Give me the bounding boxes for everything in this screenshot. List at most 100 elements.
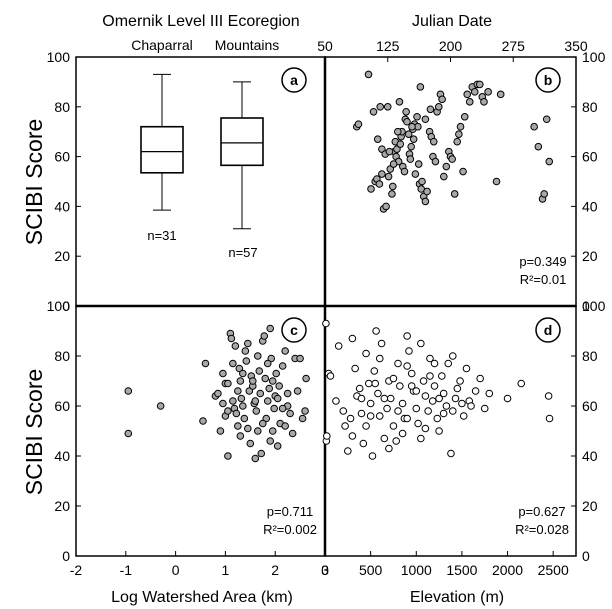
point-c [234, 387, 242, 395]
point-d [451, 394, 460, 403]
y-tick-label-b: 100 [582, 49, 606, 65]
point-c [286, 409, 294, 418]
point-b [408, 122, 416, 131]
point-d [398, 429, 407, 438]
x-title-bottom-left: Log Watershed Area (km) [111, 589, 293, 606]
y-tick-label-b: 0 [582, 298, 590, 314]
point-d [444, 359, 453, 368]
point-c [257, 449, 266, 458]
point-d [392, 437, 400, 445]
point-c [251, 454, 260, 463]
point-d [458, 399, 466, 408]
point-c [266, 324, 275, 333]
point-b [375, 180, 384, 188]
point-b [354, 120, 363, 129]
y-tick-label-d: 80 [582, 348, 598, 364]
point-b [475, 80, 484, 89]
point-d [421, 392, 430, 400]
point-c [124, 429, 133, 438]
point-b [382, 202, 390, 211]
point-d [453, 384, 462, 393]
y-tick-label-b: 40 [582, 198, 598, 214]
point-c [261, 374, 270, 383]
point-d [366, 399, 375, 408]
point-c [278, 362, 287, 370]
point-d [448, 407, 457, 415]
point-b [402, 107, 410, 116]
point-c [246, 439, 255, 448]
point-d [386, 394, 395, 403]
point-c [273, 394, 282, 403]
point-d [426, 372, 434, 380]
point-c [267, 354, 276, 363]
point-c [275, 382, 283, 390]
point-d [362, 349, 370, 358]
point-d [480, 404, 489, 413]
point-c [244, 424, 252, 433]
point-d [419, 377, 428, 385]
point-b [431, 157, 440, 166]
point-c [240, 414, 249, 423]
point-b [465, 98, 474, 106]
point-d [430, 359, 439, 368]
point-c [262, 414, 271, 423]
point-d [545, 414, 554, 423]
point-d [435, 394, 443, 403]
stats-b-p: p=0.349 [519, 254, 566, 269]
point-d [357, 394, 366, 403]
point-c [219, 369, 227, 378]
point-b [448, 155, 456, 163]
point-d [435, 427, 443, 435]
point-b [373, 135, 382, 143]
point-c [268, 427, 277, 435]
point-c [266, 437, 275, 445]
point-d [375, 354, 384, 363]
y-tick-label-a: 0 [62, 298, 70, 314]
point-d [380, 394, 389, 403]
point-b [406, 155, 415, 163]
point-c [237, 394, 246, 403]
x-tick-label-c: -2 [70, 562, 83, 578]
point-b [404, 130, 413, 138]
point-d [439, 389, 448, 398]
point-d [428, 397, 437, 405]
point-d [323, 432, 331, 440]
point-d [355, 384, 364, 393]
x-tick-label-d: 0 [321, 562, 329, 578]
point-c [301, 407, 309, 415]
point-d [412, 404, 421, 413]
point-c [253, 427, 262, 435]
x-tick-label-b: 200 [439, 38, 463, 54]
point-d [383, 404, 391, 413]
point-c [258, 419, 267, 428]
x-tick-label-d: 2000 [492, 562, 523, 578]
point-d [394, 407, 402, 415]
x-tick-label-b: 350 [564, 38, 588, 54]
x-tick-label-d: 500 [359, 562, 383, 578]
point-d [359, 439, 368, 448]
x-tick-label-c: 1 [222, 562, 230, 578]
y-tick-label-c: 80 [54, 348, 70, 364]
point-b [456, 122, 465, 131]
point-b [455, 130, 463, 138]
point-b [395, 98, 404, 106]
y-tick-label-b: 60 [582, 149, 598, 165]
point-b [545, 157, 554, 166]
point-d [407, 369, 416, 378]
point-d [503, 394, 512, 403]
point-d [366, 412, 375, 420]
point-d [322, 319, 330, 328]
point-d [438, 372, 446, 380]
point-c [253, 352, 262, 360]
point-d [456, 377, 464, 385]
point-c [252, 407, 261, 415]
point-d [439, 409, 448, 418]
point-d [424, 407, 432, 415]
x-title-bottom-right: Elevation (m) [410, 589, 504, 606]
point-d [462, 364, 471, 373]
panel-label-c: c [281, 317, 307, 343]
point-c [216, 427, 225, 435]
point-d [374, 389, 382, 398]
